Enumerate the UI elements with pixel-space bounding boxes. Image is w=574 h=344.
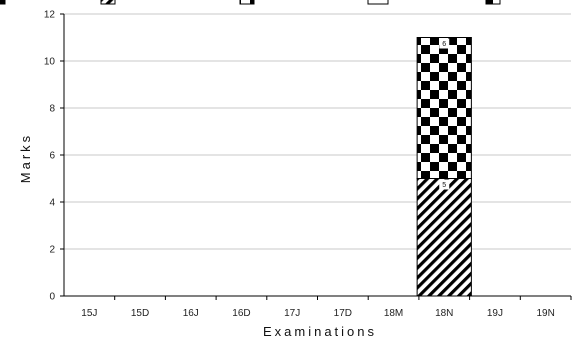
legend-swatch-4 (368, 0, 388, 4)
y-axis-title: Marks (18, 133, 33, 183)
x-tick-label: 19N (536, 308, 554, 319)
x-axis-title: Examinations (263, 324, 377, 339)
y-tick-label: 4 (49, 198, 55, 209)
x-tick-label: 17D (334, 308, 352, 319)
y-tick-labels: 0 2 4 6 8 10 12 (44, 10, 56, 303)
x-tick-label: 15J (81, 308, 97, 319)
x-tick-label: 15D (131, 308, 149, 319)
bars: 56 (417, 38, 471, 297)
bar-segment-18N-1 (417, 179, 471, 297)
legend-swatch-3 (240, 0, 254, 4)
x-tick-label: 16J (183, 308, 199, 319)
legend-swatch-2 (101, 0, 115, 4)
bar-segment-18N-2 (417, 38, 471, 179)
y-tick-label: 10 (44, 57, 56, 68)
x-tick-labels: 15J 15D 16J 16D 17J 17D 18M 18N 19J 19N (81, 308, 555, 319)
x-tick-label: 19J (487, 308, 503, 319)
x-tick-label: 17J (284, 308, 300, 319)
x-tick-label: 18N (435, 308, 453, 319)
legend-swatch-1 (0, 0, 5, 4)
legend (0, 0, 500, 4)
y-tick-label: 6 (49, 151, 55, 162)
data-label: 6 (442, 41, 446, 48)
y-tick-label: 12 (44, 10, 56, 21)
axes (60, 14, 571, 300)
x-tick-label: 16D (232, 308, 250, 319)
y-tick-label: 8 (49, 104, 55, 115)
gridlines (64, 14, 571, 249)
y-tick-label: 2 (49, 245, 55, 256)
legend-swatch-5 (486, 0, 500, 4)
y-tick-label: 0 (49, 292, 55, 303)
data-label: 5 (442, 182, 446, 189)
x-tick-label: 18M (384, 308, 403, 319)
